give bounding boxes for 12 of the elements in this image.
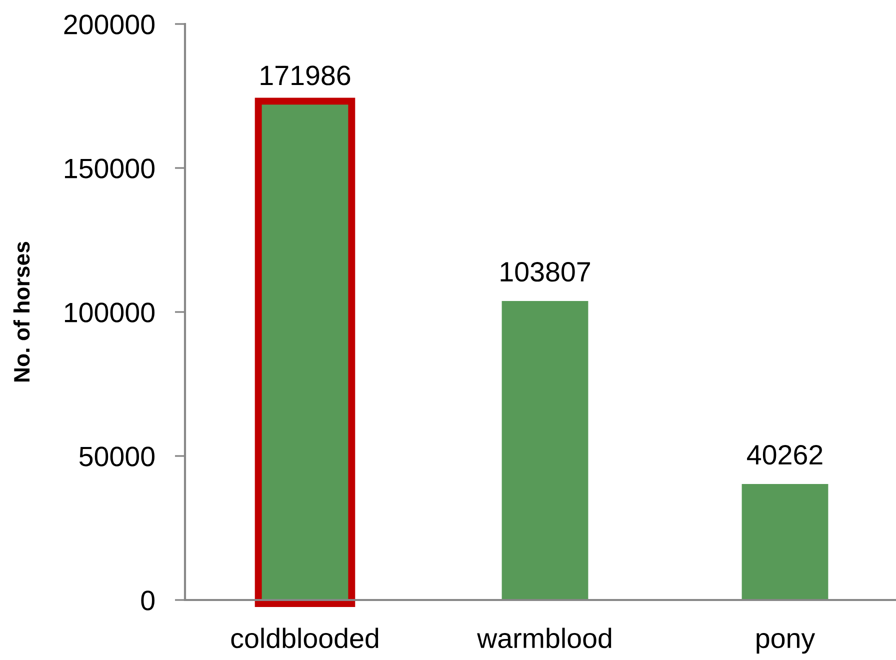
- data-label: 171986: [260, 66, 350, 86]
- y-axis-title: No. of horses: [13, 242, 30, 382]
- x-tick-label: coldblooded: [231, 628, 378, 648]
- y-tick-label: 200000: [64, 14, 154, 34]
- x-tick-label: pony: [756, 632, 816, 654]
- data-label: 40262: [747, 444, 822, 465]
- x-tick-label: warmblood: [477, 628, 612, 648]
- y-tick-label: 50000: [79, 446, 154, 466]
- y-tick-label: 150000: [64, 158, 154, 178]
- data-label: 103807: [500, 262, 590, 282]
- y-tick-label: 0: [141, 590, 154, 610]
- y-tick-label: 100000: [64, 302, 154, 322]
